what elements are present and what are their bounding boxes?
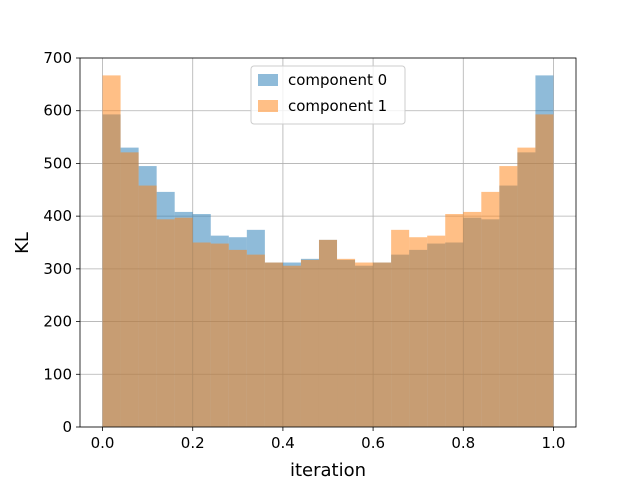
y-axis-label: KL <box>12 232 33 254</box>
bar-component-1-bin-4 <box>174 217 193 427</box>
x-tick-label: 0.0 <box>91 434 115 452</box>
y-tick-label: 0 <box>62 418 72 436</box>
bar-component-1-bin-15 <box>373 262 392 427</box>
bar-component-1-bin-13 <box>337 258 356 427</box>
x-axis-ticks: 0.0 0.2 0.4 0.6 0.8 1.0 <box>91 427 566 452</box>
x-axis-label: iteration <box>290 460 366 480</box>
bar-component-1-bin-1 <box>120 152 139 427</box>
bar-component-1-bin-9 <box>264 262 283 427</box>
y-tick-label: 700 <box>43 49 72 67</box>
legend-label-component-0: component 0 <box>288 71 387 89</box>
y-axis-ticks: 0 100 200 300 400 500 600 700 <box>43 49 80 436</box>
plot-frame <box>79 57 577 428</box>
x-tick-label: 0.6 <box>361 434 385 452</box>
bar-component-1-bin-23 <box>517 147 536 427</box>
bar-component-1-bin-3 <box>156 219 175 427</box>
legend-box <box>250 65 406 125</box>
legend-label-component-1: component 1 <box>288 97 387 115</box>
bar-component-1-bin-10 <box>282 265 301 427</box>
bar-component-1-bin-7 <box>228 249 247 427</box>
bar-component-1-bin-12 <box>318 239 338 427</box>
x-tick-label: 1.0 <box>542 434 566 452</box>
bar-component-1-bin-11 <box>300 259 319 427</box>
y-tick-label: 100 <box>43 365 72 383</box>
bar-component-1-bin-18 <box>427 235 446 427</box>
bar-component-1-bin-24 <box>535 114 554 427</box>
bar-component-1-bin-22 <box>499 166 518 428</box>
bar-component-1-bin-21 <box>481 191 500 427</box>
y-tick-label: 400 <box>43 207 72 225</box>
bar-component-1-bin-14 <box>355 262 374 427</box>
legend-swatch-component-1 <box>258 100 278 112</box>
bar-component-1-bin-19 <box>445 214 464 427</box>
bar-component-1-bin-0 <box>102 75 121 427</box>
legend-swatch-component-0 <box>258 74 278 86</box>
bar-component-1-bin-17 <box>409 237 428 427</box>
bar-component-1-bin-2 <box>138 185 157 427</box>
bar-component-1-bin-16 <box>391 229 410 427</box>
x-tick-label: 0.4 <box>271 434 295 452</box>
legend: component 0 component 1 <box>250 65 406 125</box>
bar-component-1-bin-8 <box>246 254 265 427</box>
bar-component-1-bin-5 <box>192 242 211 427</box>
bar-component-1-bin-20 <box>463 211 482 427</box>
y-tick-label: 300 <box>43 260 72 278</box>
bar-component-1-bin-6 <box>210 243 229 427</box>
series-component-1-bars <box>102 75 554 428</box>
y-tick-label: 500 <box>43 154 72 172</box>
y-tick-label: 600 <box>43 102 72 120</box>
x-tick-label: 0.2 <box>181 434 205 452</box>
y-tick-label: 200 <box>43 313 72 331</box>
x-tick-label: 0.8 <box>451 434 475 452</box>
